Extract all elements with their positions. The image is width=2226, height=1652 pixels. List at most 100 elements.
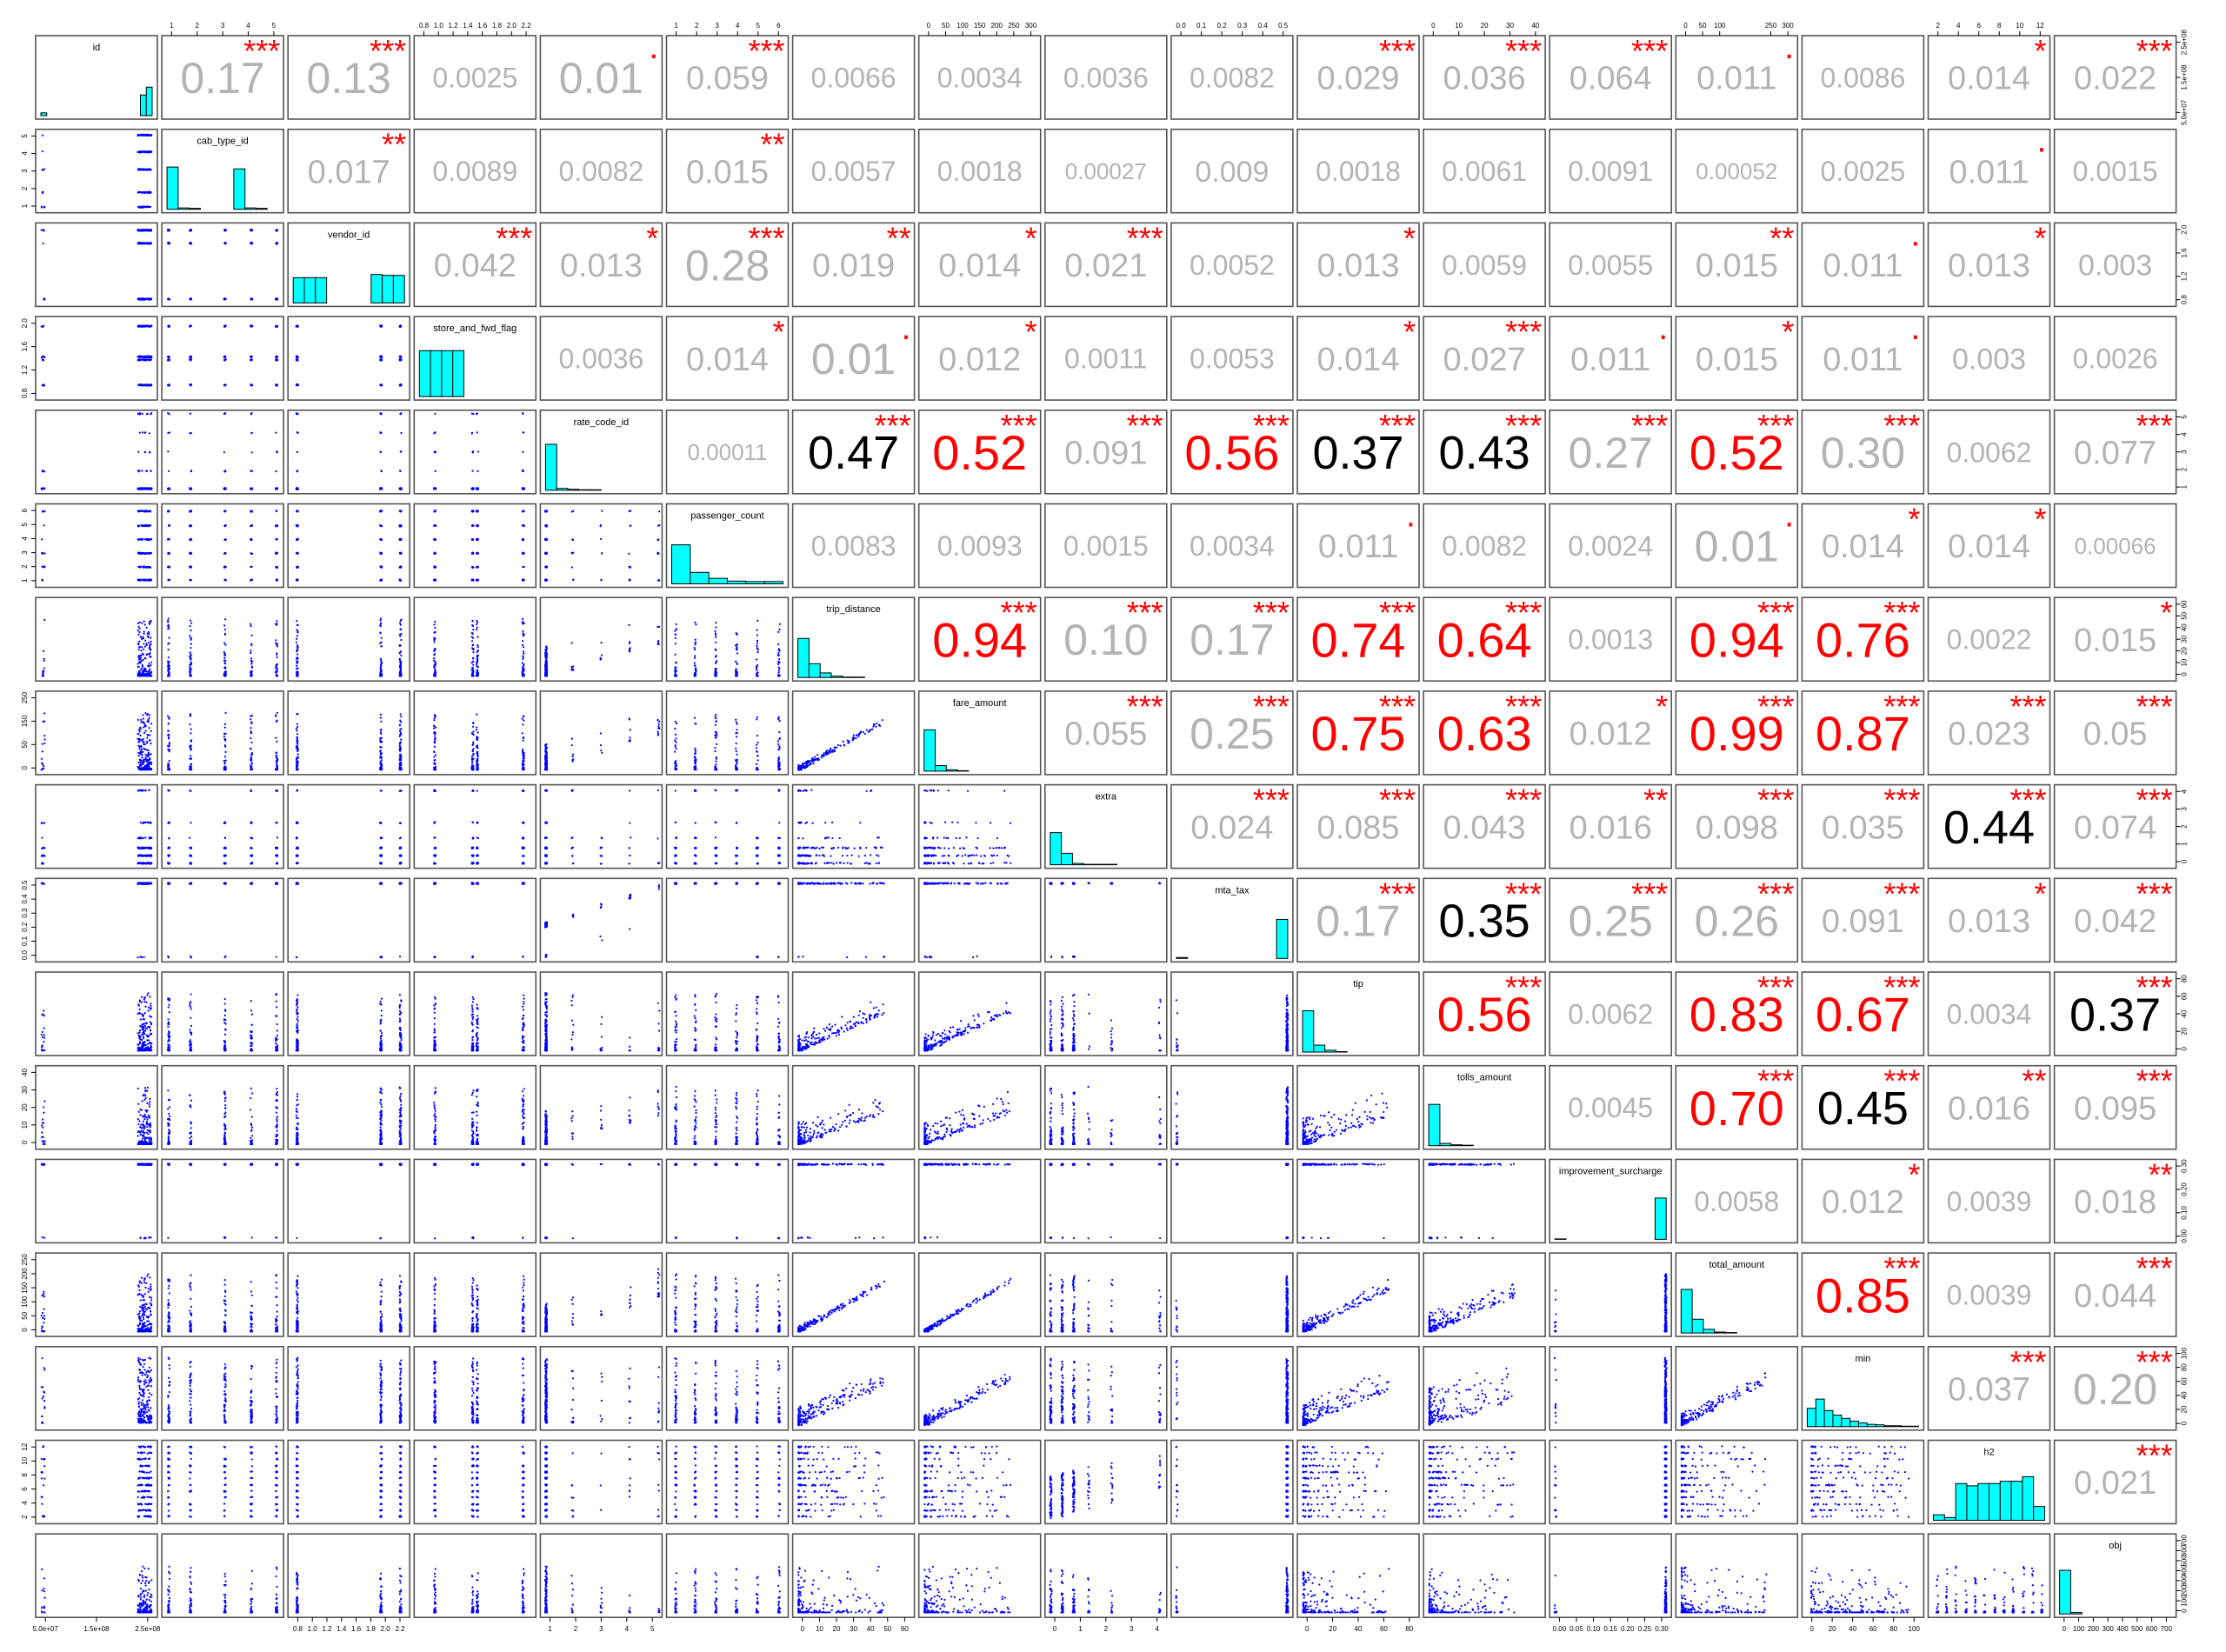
scatter-point (42, 150, 43, 152)
scatter-point (149, 206, 150, 208)
scatter-point (150, 356, 152, 357)
scatter-point (149, 356, 150, 357)
scatter-point (149, 297, 150, 299)
scatter-point (276, 359, 277, 361)
panel-r2-c0 (36, 223, 157, 306)
hist-bar (442, 350, 453, 396)
scatter-point (43, 206, 45, 208)
panel-r3-c7: 0.012* (919, 314, 1041, 400)
panel-r3-c0 (36, 316, 157, 400)
scatter-point (150, 134, 152, 136)
panel-r1-c5: 0.015** (667, 127, 789, 213)
scatter-point (137, 191, 139, 193)
scatter-point (143, 384, 144, 386)
scatter-point (149, 451, 150, 453)
significance-stars: *** (243, 33, 280, 69)
significance-stars: ** (887, 220, 911, 256)
correlation-value: 0.0059 (1442, 250, 1527, 281)
panel-r0-c6: 0.0066 (793, 36, 915, 119)
significance-stars: *** (1127, 220, 1163, 256)
scatter-point (148, 169, 150, 170)
panel-frame (36, 130, 157, 213)
panel-r2-c16: 0.003 (2055, 223, 2176, 306)
scatter-point (41, 230, 43, 231)
correlation-value: 0.0082 (1190, 63, 1275, 94)
scatter-point (224, 229, 226, 230)
scatter-point (190, 243, 191, 244)
scatter-point (137, 451, 139, 453)
scatter-point (42, 135, 43, 137)
significance-stars: . (1910, 309, 1920, 347)
panel-r2-c5: 0.28*** (667, 220, 789, 306)
panel-r1-c11: 0.0061 (1423, 130, 1545, 213)
significance-stars: *** (1631, 33, 1668, 69)
correlation-value: 0.0066 (811, 63, 896, 94)
significance-stars: . (1784, 28, 1794, 66)
panel-r1-c6: 0.0057 (793, 130, 915, 213)
panel-r0-c8: 0.0036 (1045, 36, 1167, 119)
correlation-value: 0.011 (1949, 154, 2029, 190)
significance-stars: * (1025, 220, 1037, 256)
scatter-point (43, 359, 44, 361)
correlation-value: 0.014 (1316, 342, 1399, 378)
panel-r1-c12: 0.0091 (1550, 130, 1671, 213)
panel-r0-c2: 0.13*** (288, 33, 410, 119)
hist-bar (178, 208, 190, 210)
scatter-point (190, 297, 192, 299)
panel-r1-c9: 0.009 (1171, 130, 1293, 213)
scatter-point (147, 151, 149, 153)
scatter-point (144, 432, 146, 434)
significance-stars: * (772, 314, 784, 350)
hist-bar (146, 87, 152, 116)
scatter-point (146, 191, 148, 193)
significance-stars: ** (760, 127, 784, 163)
panel-r2-c14: 0.011. (1802, 215, 1923, 306)
scatter-point (148, 325, 150, 327)
significance-stars: * (2034, 220, 2046, 256)
panel-r1-c3: 0.0089 (414, 130, 536, 213)
hist-bar (430, 350, 442, 396)
panel-r2-c10: 0.013* (1297, 220, 1419, 306)
scatter-point (137, 169, 139, 170)
scatter-point (138, 206, 140, 208)
correlation-value: 0.0025 (432, 63, 517, 94)
scatter-point (41, 206, 43, 208)
panel-r1-c13: 0.00052 (1676, 130, 1797, 213)
scatter-point (137, 325, 139, 327)
scatter-point (224, 243, 226, 244)
scatter-point (141, 470, 143, 471)
scatter-point (145, 298, 147, 300)
scatter-point (168, 325, 170, 327)
significance-stars: *** (1505, 33, 1542, 69)
panel-frame (36, 316, 157, 400)
panel-r2-c8: 0.021*** (1045, 220, 1167, 306)
significance-stars: *** (2136, 33, 2173, 69)
scatter-point (146, 356, 148, 357)
scatter-point (141, 325, 143, 327)
scatter-point (150, 230, 152, 231)
scatter-point (150, 359, 152, 361)
scatter-point (142, 431, 143, 433)
scatter-point (250, 242, 252, 243)
significance-stars: ** (382, 127, 406, 163)
scatter-point (143, 134, 144, 136)
scatter-point (144, 169, 146, 170)
correlation-value: 0.015 (1696, 342, 1778, 378)
scatter-point (142, 413, 143, 415)
scatter-point (141, 243, 143, 244)
scatter-point (190, 383, 192, 385)
scatter-point (148, 384, 150, 386)
correlation-value: 0.01 (559, 54, 643, 103)
correlation-value: 0.017 (308, 154, 390, 190)
panel-r1-c16: 0.0015 (2055, 130, 2176, 213)
panel-r1-c10: 0.0018 (1297, 130, 1419, 213)
scatter-point (250, 384, 252, 386)
significance-stars: * (2034, 33, 2046, 69)
scatter-point (139, 150, 141, 152)
scatter-point (276, 384, 277, 386)
correlation-value: 0.0025 (1820, 156, 1905, 187)
significance-stars: * (1403, 314, 1416, 350)
scatter-point (149, 432, 150, 434)
correlation-value: 0.0086 (1820, 63, 1905, 94)
panel-r0-c10: 0.029*** (1297, 33, 1419, 119)
